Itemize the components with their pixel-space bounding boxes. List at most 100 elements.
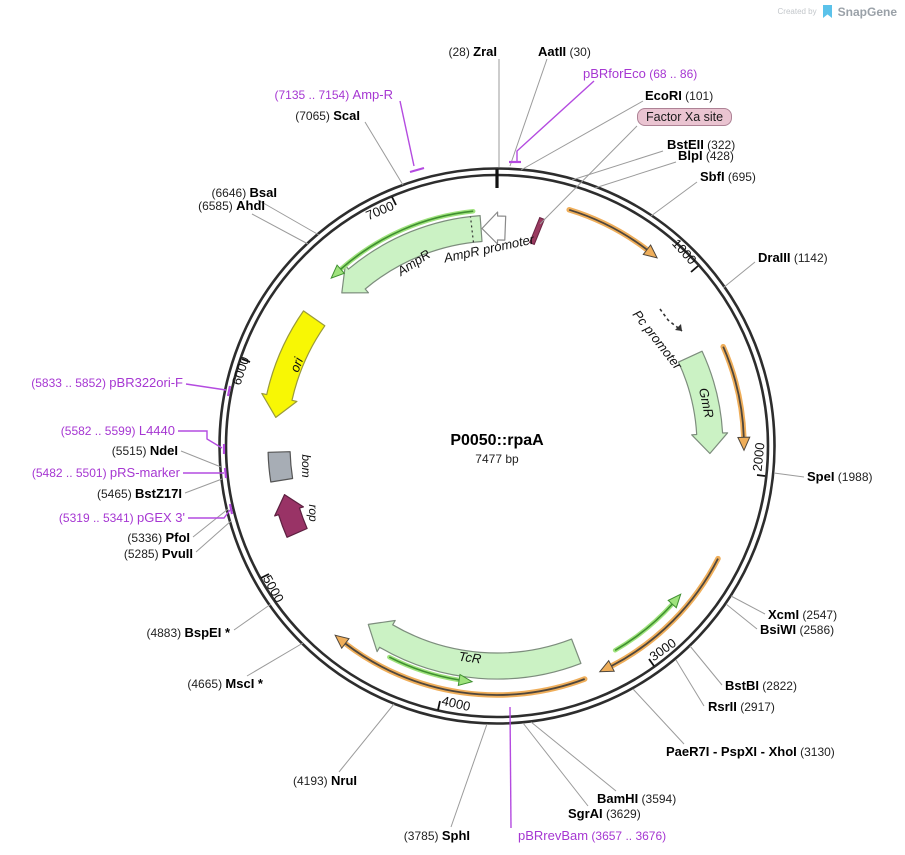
scale-tick-1000 xyxy=(690,265,699,273)
leader-bsteii xyxy=(571,150,664,181)
label-part-nm: BstEII xyxy=(667,137,704,152)
primer-label-prs-marker: (5482 .. 5501) pRS-marker xyxy=(32,465,180,481)
orf-arrow-1-core xyxy=(340,210,474,270)
feature-tcr xyxy=(367,619,582,680)
leader-bamhi xyxy=(530,721,617,792)
pc-promoter-arrowhead-icon xyxy=(675,324,682,331)
label-part-nm: DraIII xyxy=(758,250,791,265)
label-part-nm: MscI * xyxy=(225,676,263,691)
leader-ecori xyxy=(520,100,644,171)
label-part-nm: pGEX 3' xyxy=(136,510,185,525)
leader-nrui xyxy=(338,703,395,773)
label-part-post: (3594) xyxy=(638,792,677,806)
label-part-pre: (7065) xyxy=(295,109,334,123)
feature-bom xyxy=(267,451,294,483)
label-part-nm: PaeR7I - PspXI - XhoI xyxy=(666,744,797,759)
ampr-promoter-boundary-dotted xyxy=(469,216,475,243)
leader-ndei xyxy=(180,450,222,468)
leader-l4440 xyxy=(178,430,223,449)
scale-tick-3000 xyxy=(648,658,655,667)
primer-label-pbrrevbam: pBRrevBam (3657 .. 3676) xyxy=(518,828,666,844)
feature-ori xyxy=(261,310,326,418)
enzyme-label-draiii: DraIII (1142) xyxy=(758,250,828,266)
label-part-nm: pRS-marker xyxy=(109,465,180,480)
label-part-post: (68 .. 86) xyxy=(645,67,698,81)
enzyme-label-ecori: EcoRI (101) xyxy=(645,88,713,104)
label-rop: rop xyxy=(306,504,320,522)
primer-label-pbr322ori-f: (5833 .. 5852) pBR322ori-F xyxy=(31,375,183,391)
label-part-pre: (5482 .. 5501) xyxy=(31,466,110,480)
label-part-nm: ZraI xyxy=(473,44,497,59)
enzyme-label-bstbi: BstBI (2822) xyxy=(725,678,797,694)
enzyme-label-spei: SpeI (1988) xyxy=(807,469,873,485)
label-part-pre: (7135 .. 7154) xyxy=(274,88,353,102)
label-part-nm: SphI xyxy=(441,828,470,843)
orf-arrow-2-core xyxy=(388,656,460,681)
primer-tick-prs-marker xyxy=(223,467,228,479)
enzyme-label-aatii: AatII (30) xyxy=(538,44,591,60)
orf-arrow-2-head xyxy=(457,673,474,687)
leader-bsiwi xyxy=(725,603,758,630)
enzyme-label-zrai: (28) ZraI xyxy=(448,44,497,60)
label-part-post: (2822) xyxy=(758,679,797,693)
label-part-pre: (5515) xyxy=(111,444,150,458)
plasmid-title: P0050::rpaA xyxy=(450,432,544,449)
label-part-pre: (28) xyxy=(448,45,474,59)
gene-arc-4-core xyxy=(344,642,586,696)
leader-draiii xyxy=(722,261,756,289)
label-part-post: (3629) xyxy=(602,807,641,821)
label-part-nm: BstBI xyxy=(725,678,759,693)
leader-scai xyxy=(364,121,404,186)
leader-blpi xyxy=(594,161,677,189)
enzyme-label-sgrai: SgrAI (3629) xyxy=(568,806,641,822)
leader-pgex-3 xyxy=(188,509,231,519)
label-part-post: (30) xyxy=(566,45,591,59)
enzyme-label-pvuii: (5285) PvuII xyxy=(124,546,193,562)
label-bom: bom xyxy=(299,454,313,478)
leader-sgrai xyxy=(522,722,589,807)
leader-sphi xyxy=(450,723,488,828)
label-part-post: (322) xyxy=(703,138,736,152)
feature-gmr xyxy=(677,350,729,455)
enzyme-label-bsteii: BstEII (322) xyxy=(667,137,735,153)
enzyme-label-blpi: BlpI (428) xyxy=(678,148,734,164)
leader-pvuii xyxy=(195,520,232,553)
leader-spei xyxy=(773,472,805,478)
leader-paer7i-pspxi-xhoi xyxy=(632,688,685,745)
label-part-nm: AatII xyxy=(538,44,567,59)
label-part-pre: (5465) xyxy=(97,487,136,501)
leader-msci xyxy=(246,642,304,677)
leader-pbr322ori-f xyxy=(185,383,227,391)
snapgene-credit: Created by SnapGene xyxy=(778,4,898,19)
gene-arc-2 xyxy=(720,343,747,441)
label-part-nm: BspEI * xyxy=(184,625,230,640)
label-part-nm: EcoRI xyxy=(645,88,682,103)
label-part-nm: BstZ17I xyxy=(135,486,182,501)
leader-bstbi xyxy=(689,645,723,686)
enzyme-label-pfoi: (5336) PfoI xyxy=(127,530,190,546)
leader-xcmi xyxy=(730,595,766,615)
label-part-post: (2547) xyxy=(799,608,838,622)
label-part-pre: (5285) xyxy=(123,547,162,561)
label-part-pre: (5319 .. 5341) xyxy=(58,511,137,525)
scale-tick-6000 xyxy=(241,358,251,363)
leader-rsrii xyxy=(675,659,705,707)
label-part-nm: PfoI xyxy=(165,530,190,545)
label-part-pre: (5336) xyxy=(127,531,166,545)
orf-arrow-3-head xyxy=(667,593,682,609)
label-part-nm: NruI xyxy=(331,773,357,788)
label-part-pre: (4883) xyxy=(146,626,185,640)
enzyme-label-sphi: (3785) SphI xyxy=(404,828,470,844)
gene-arc-1 xyxy=(566,207,650,253)
label-part-nm: pBR322ori-F xyxy=(109,375,183,390)
label-part-nm: SbfI xyxy=(700,169,725,184)
label-part-nm: L4440 xyxy=(138,423,175,438)
scale-tick-5000 xyxy=(260,573,270,579)
enzyme-label-nrui: (4193) NruI xyxy=(293,773,357,789)
label-part-nm: BamHI xyxy=(597,791,639,806)
label-part-nm: SpeI xyxy=(807,469,835,484)
label-part-post: (1988) xyxy=(834,470,873,484)
gene-arc-2-core xyxy=(722,346,745,438)
label-part-pre: (6585) xyxy=(198,199,237,213)
